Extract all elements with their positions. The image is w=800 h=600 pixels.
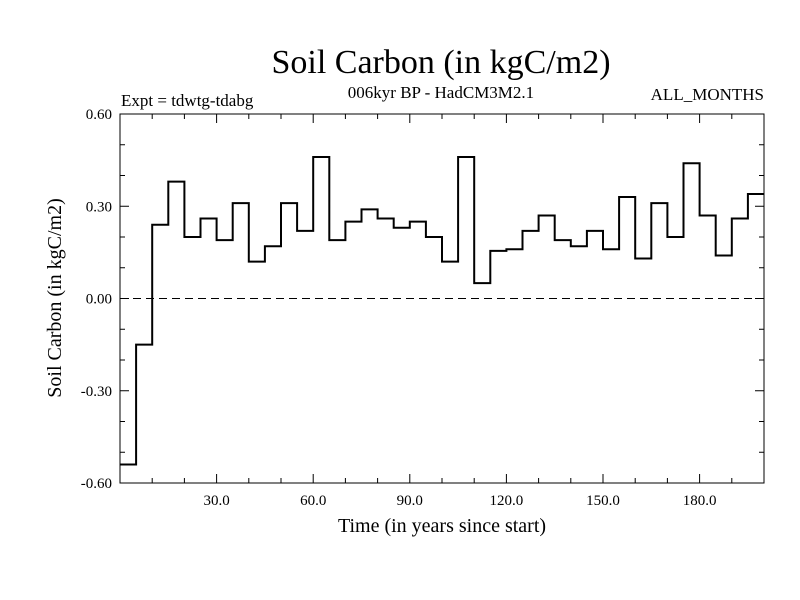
y-axis-label: Soil Carbon (in kgC/m2)	[44, 198, 66, 397]
y-tick-label: 0.00	[86, 292, 112, 308]
axis-ticks	[120, 114, 764, 483]
x-tick-label: 90.0	[397, 493, 423, 509]
y-tick-label: -0.60	[81, 476, 112, 492]
y-tick-labels: -0.60 -0.30 0.00 0.30 0.60	[81, 107, 112, 492]
x-axis-label: Time (in years since start)	[338, 515, 546, 537]
plot-frame	[119, 113, 765, 484]
x-tick-labels: 30.0 60.0 90.0 120.0 150.0 180.0	[203, 493, 716, 509]
chart-subtitle: 006kyr BP - HadCM3M2.1	[348, 83, 534, 102]
y-tick-label: -0.30	[81, 384, 112, 400]
x-tick-label: 150.0	[586, 493, 620, 509]
y-tick-label: 0.60	[86, 107, 112, 123]
x-tick-label: 30.0	[203, 493, 229, 509]
x-tick-label: 180.0	[683, 493, 717, 509]
experiment-label: Expt = tdwtg-tdabg	[121, 91, 254, 110]
chart-title: Soil Carbon (in kgC/m2)	[271, 44, 610, 81]
months-label: ALL_MONTHS	[651, 85, 764, 104]
x-tick-label: 120.0	[490, 493, 524, 509]
x-tick-label: 60.0	[300, 493, 326, 509]
y-tick-label: 0.30	[86, 199, 112, 215]
soil-carbon-series-line	[120, 156, 764, 466]
